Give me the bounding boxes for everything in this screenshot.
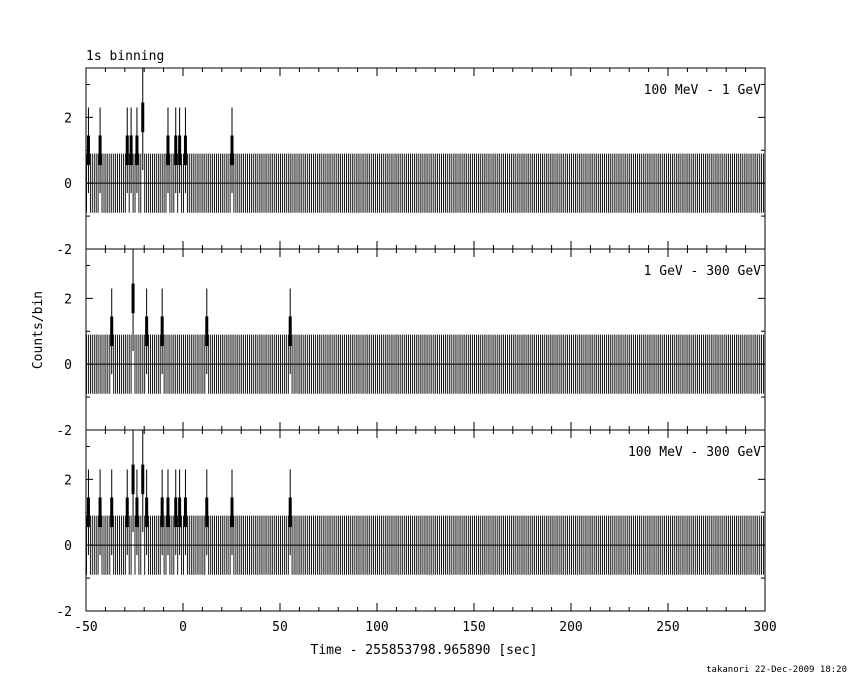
data-point-marker	[129, 135, 133, 166]
data-point-marker	[160, 497, 164, 528]
data-point-marker	[174, 135, 178, 166]
data-point-marker	[98, 497, 102, 528]
panel-energy-label: 100 MeV - 300 GeV	[628, 445, 761, 460]
panel-energy-label: 100 MeV - 1 GeV	[644, 83, 762, 98]
data-point-marker	[145, 497, 149, 528]
x-tick-label: 200	[559, 620, 582, 635]
y-tick-label: 0	[64, 539, 72, 554]
data-point-marker	[141, 464, 145, 495]
y-tick-label: 2	[64, 292, 72, 307]
data-point-marker	[145, 316, 149, 347]
data-point-marker	[160, 316, 164, 347]
data-point-marker	[125, 135, 129, 166]
y-axis-label: Counts/bin	[31, 291, 46, 369]
data-point-marker	[178, 497, 182, 528]
y-tick-label: -2	[56, 424, 72, 439]
y-tick-label: 0	[64, 358, 72, 373]
data-point-marker	[166, 135, 170, 166]
y-tick-label: 2	[64, 473, 72, 488]
data-point-marker	[230, 497, 234, 528]
data-point-marker	[110, 497, 114, 528]
data-point-marker	[98, 135, 102, 166]
x-tick-label: 100	[365, 620, 388, 635]
panel-energy-label: 1 GeV - 300 GeV	[644, 264, 762, 279]
panel-2: -2 0 2 1 GeV - 300 GeV	[56, 248, 766, 439]
x-axis-label: Time - 255853798.965890 [sec]	[311, 643, 538, 658]
data-point-marker	[288, 316, 292, 347]
data-point-marker	[131, 464, 135, 495]
panel-1: -2 0 2 100 MeV - 1 GeV	[56, 67, 766, 258]
data-point-marker	[110, 316, 114, 347]
x-tick-label: 150	[462, 620, 485, 635]
footer-stamp: takanori 22-Dec-2009 18:20	[706, 665, 847, 675]
x-tick-label: 300	[753, 620, 776, 635]
data-point-marker	[125, 497, 129, 528]
y-tick-label: -2	[56, 605, 72, 620]
data-point-marker	[205, 316, 209, 347]
panel-3: -2 0 2 100 MeV - 300 GeV	[56, 429, 766, 620]
data-point-marker	[183, 135, 187, 166]
data-point-marker	[135, 135, 139, 166]
data-point-marker	[135, 497, 139, 528]
chart-title: 1s binning	[86, 49, 164, 64]
x-tick-label: 0	[179, 620, 187, 635]
panel-frame	[85, 429, 766, 612]
data-point-marker	[166, 497, 170, 528]
data-point-marker	[178, 135, 182, 166]
data-point-marker	[141, 102, 145, 133]
x-tick-label: 250	[656, 620, 679, 635]
y-tick-label: 0	[64, 177, 72, 192]
y-tick-label: 2	[64, 111, 72, 126]
data-point-marker	[183, 497, 187, 528]
y-tick-label: -2	[56, 243, 72, 258]
x-tick-label: -50	[74, 620, 97, 635]
data-point-marker	[174, 497, 178, 528]
x-tick-label: 50	[272, 620, 288, 635]
data-point-marker	[131, 283, 135, 314]
data-point-marker	[288, 497, 292, 528]
data-point-marker	[205, 497, 209, 528]
data-point-marker	[230, 135, 234, 166]
